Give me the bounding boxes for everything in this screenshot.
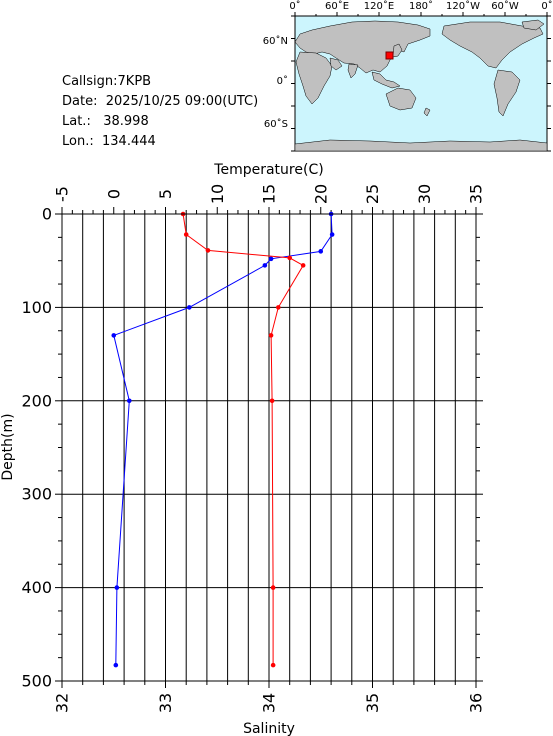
lat-value: 38.998 <box>103 114 149 129</box>
map-lon-label: 180˚ <box>409 0 433 12</box>
lat-line: Lat.: 38.998 <box>62 114 149 130</box>
landmass <box>423 107 431 117</box>
temperature-tick-label: 5 <box>156 189 175 199</box>
salinity-point <box>287 255 293 261</box>
temperature-point <box>329 232 335 237</box>
temperature-line <box>113 213 333 666</box>
temperature-point <box>318 249 324 254</box>
map-lon-label: 60˚W <box>491 0 519 12</box>
salinity-point <box>270 585 276 590</box>
map-lon-label: 120˚W <box>446 0 480 12</box>
depth-tick-label: 400 <box>21 578 52 597</box>
temperature-tick-label: 20 <box>311 184 330 204</box>
depth-tick-label: 100 <box>21 298 52 317</box>
map-land <box>294 19 548 152</box>
map-lat-label: 60˚N <box>263 35 288 47</box>
salinity-point <box>270 662 276 668</box>
depth-tick-label: 0 <box>42 205 52 224</box>
map-lon-label: 60˚E <box>325 0 349 12</box>
callsign-line: Callsign:7KPB <box>62 74 151 90</box>
map-lat-label: 0˚ <box>277 75 288 87</box>
map-lat-label: 60˚S <box>264 118 288 130</box>
salinity-point <box>268 333 274 338</box>
map-longitude-labels: 0˚ 60˚E 120˚E 180˚ 120˚W 60˚W 0˚ <box>289 0 552 12</box>
temperature-tick-label: 0 <box>104 189 123 199</box>
temperature-point <box>187 305 192 310</box>
temperature-tick-label: 35 <box>467 184 486 204</box>
temperature-tick-labels: -5 0 5 10 15 20 25 30 35 <box>53 184 486 204</box>
chart-ticks <box>55 207 483 688</box>
station-marker <box>385 51 394 60</box>
temperature-tick-label: 30 <box>415 184 434 204</box>
salinity-tick-label: 32 <box>53 693 72 713</box>
salinity-axis-label: Salinity <box>243 721 295 736</box>
series-layer <box>111 211 335 668</box>
map-lon-label: 0˚ <box>289 0 300 12</box>
temperature-axis-label: Temperature(C) <box>213 162 323 178</box>
lon-line: Lon.: 134.444 <box>62 134 156 150</box>
world-map: 0˚ 60˚E 120˚E 180˚ 120˚W 60˚W 0˚ 60˚N 0˚… <box>263 0 553 152</box>
callsign-value: 7KPB <box>117 74 152 89</box>
salinity-tick-labels: 32 33 34 35 36 <box>53 693 486 713</box>
salinity-point <box>276 305 281 310</box>
depth-tick-label: 200 <box>21 391 52 410</box>
map-latitude-labels: 60˚N 0˚ 60˚S <box>263 35 288 130</box>
plot-frame <box>61 213 477 682</box>
landmass <box>295 51 333 105</box>
temperature-tick-label: 25 <box>363 184 382 204</box>
salinity-tick-label: 33 <box>156 693 175 713</box>
depth-tick-label: 500 <box>21 672 52 691</box>
lat-label: Lat.: <box>62 114 91 129</box>
salinity-line <box>182 213 304 666</box>
temperature-point <box>126 398 132 404</box>
landmass <box>521 19 545 31</box>
landmass <box>329 57 343 71</box>
salinity-tick-label: 35 <box>363 693 382 713</box>
landmass <box>294 139 548 152</box>
temperature-point <box>114 585 120 590</box>
date-value: 2025/10/25 09:00(UTC) <box>105 94 259 109</box>
depth-tick-labels: 0 100 200 300 400 500 <box>21 205 52 691</box>
landmass <box>347 63 359 79</box>
date-label: Date: <box>62 94 98 109</box>
callsign-label: Callsign: <box>62 74 118 89</box>
temperature-tick-label: -5 <box>53 186 72 202</box>
date-line: Date: 2025/10/25 09:00(UTC) <box>62 94 258 110</box>
temperature-tick-label: 15 <box>260 184 279 204</box>
temperature-tick-label: 10 <box>208 184 227 204</box>
temperature-point <box>113 662 119 668</box>
landmass <box>441 21 544 69</box>
landmass <box>371 71 401 89</box>
lon-label: Lon.: <box>62 134 94 149</box>
salinity-point <box>205 248 211 253</box>
temperature-point <box>268 256 274 262</box>
map-ticks <box>291 12 551 152</box>
salinity-point <box>183 232 189 237</box>
salinity-point <box>269 398 275 404</box>
landmass <box>493 69 521 117</box>
temperature-point <box>111 333 117 338</box>
lon-value: 134.444 <box>102 134 156 149</box>
salinity-tick-label: 34 <box>260 693 279 713</box>
salinity-tick-label: 36 <box>467 693 486 713</box>
map-lon-label: 120˚E <box>364 0 394 12</box>
landmass <box>385 87 417 111</box>
chart-grid <box>62 214 476 681</box>
depth-axis-label: Depth(m) <box>0 413 16 480</box>
salinity-point <box>300 263 306 268</box>
depth-tick-label: 300 <box>21 485 52 504</box>
temperature-point <box>262 263 268 268</box>
map-lon-label: 0˚ <box>541 0 552 12</box>
